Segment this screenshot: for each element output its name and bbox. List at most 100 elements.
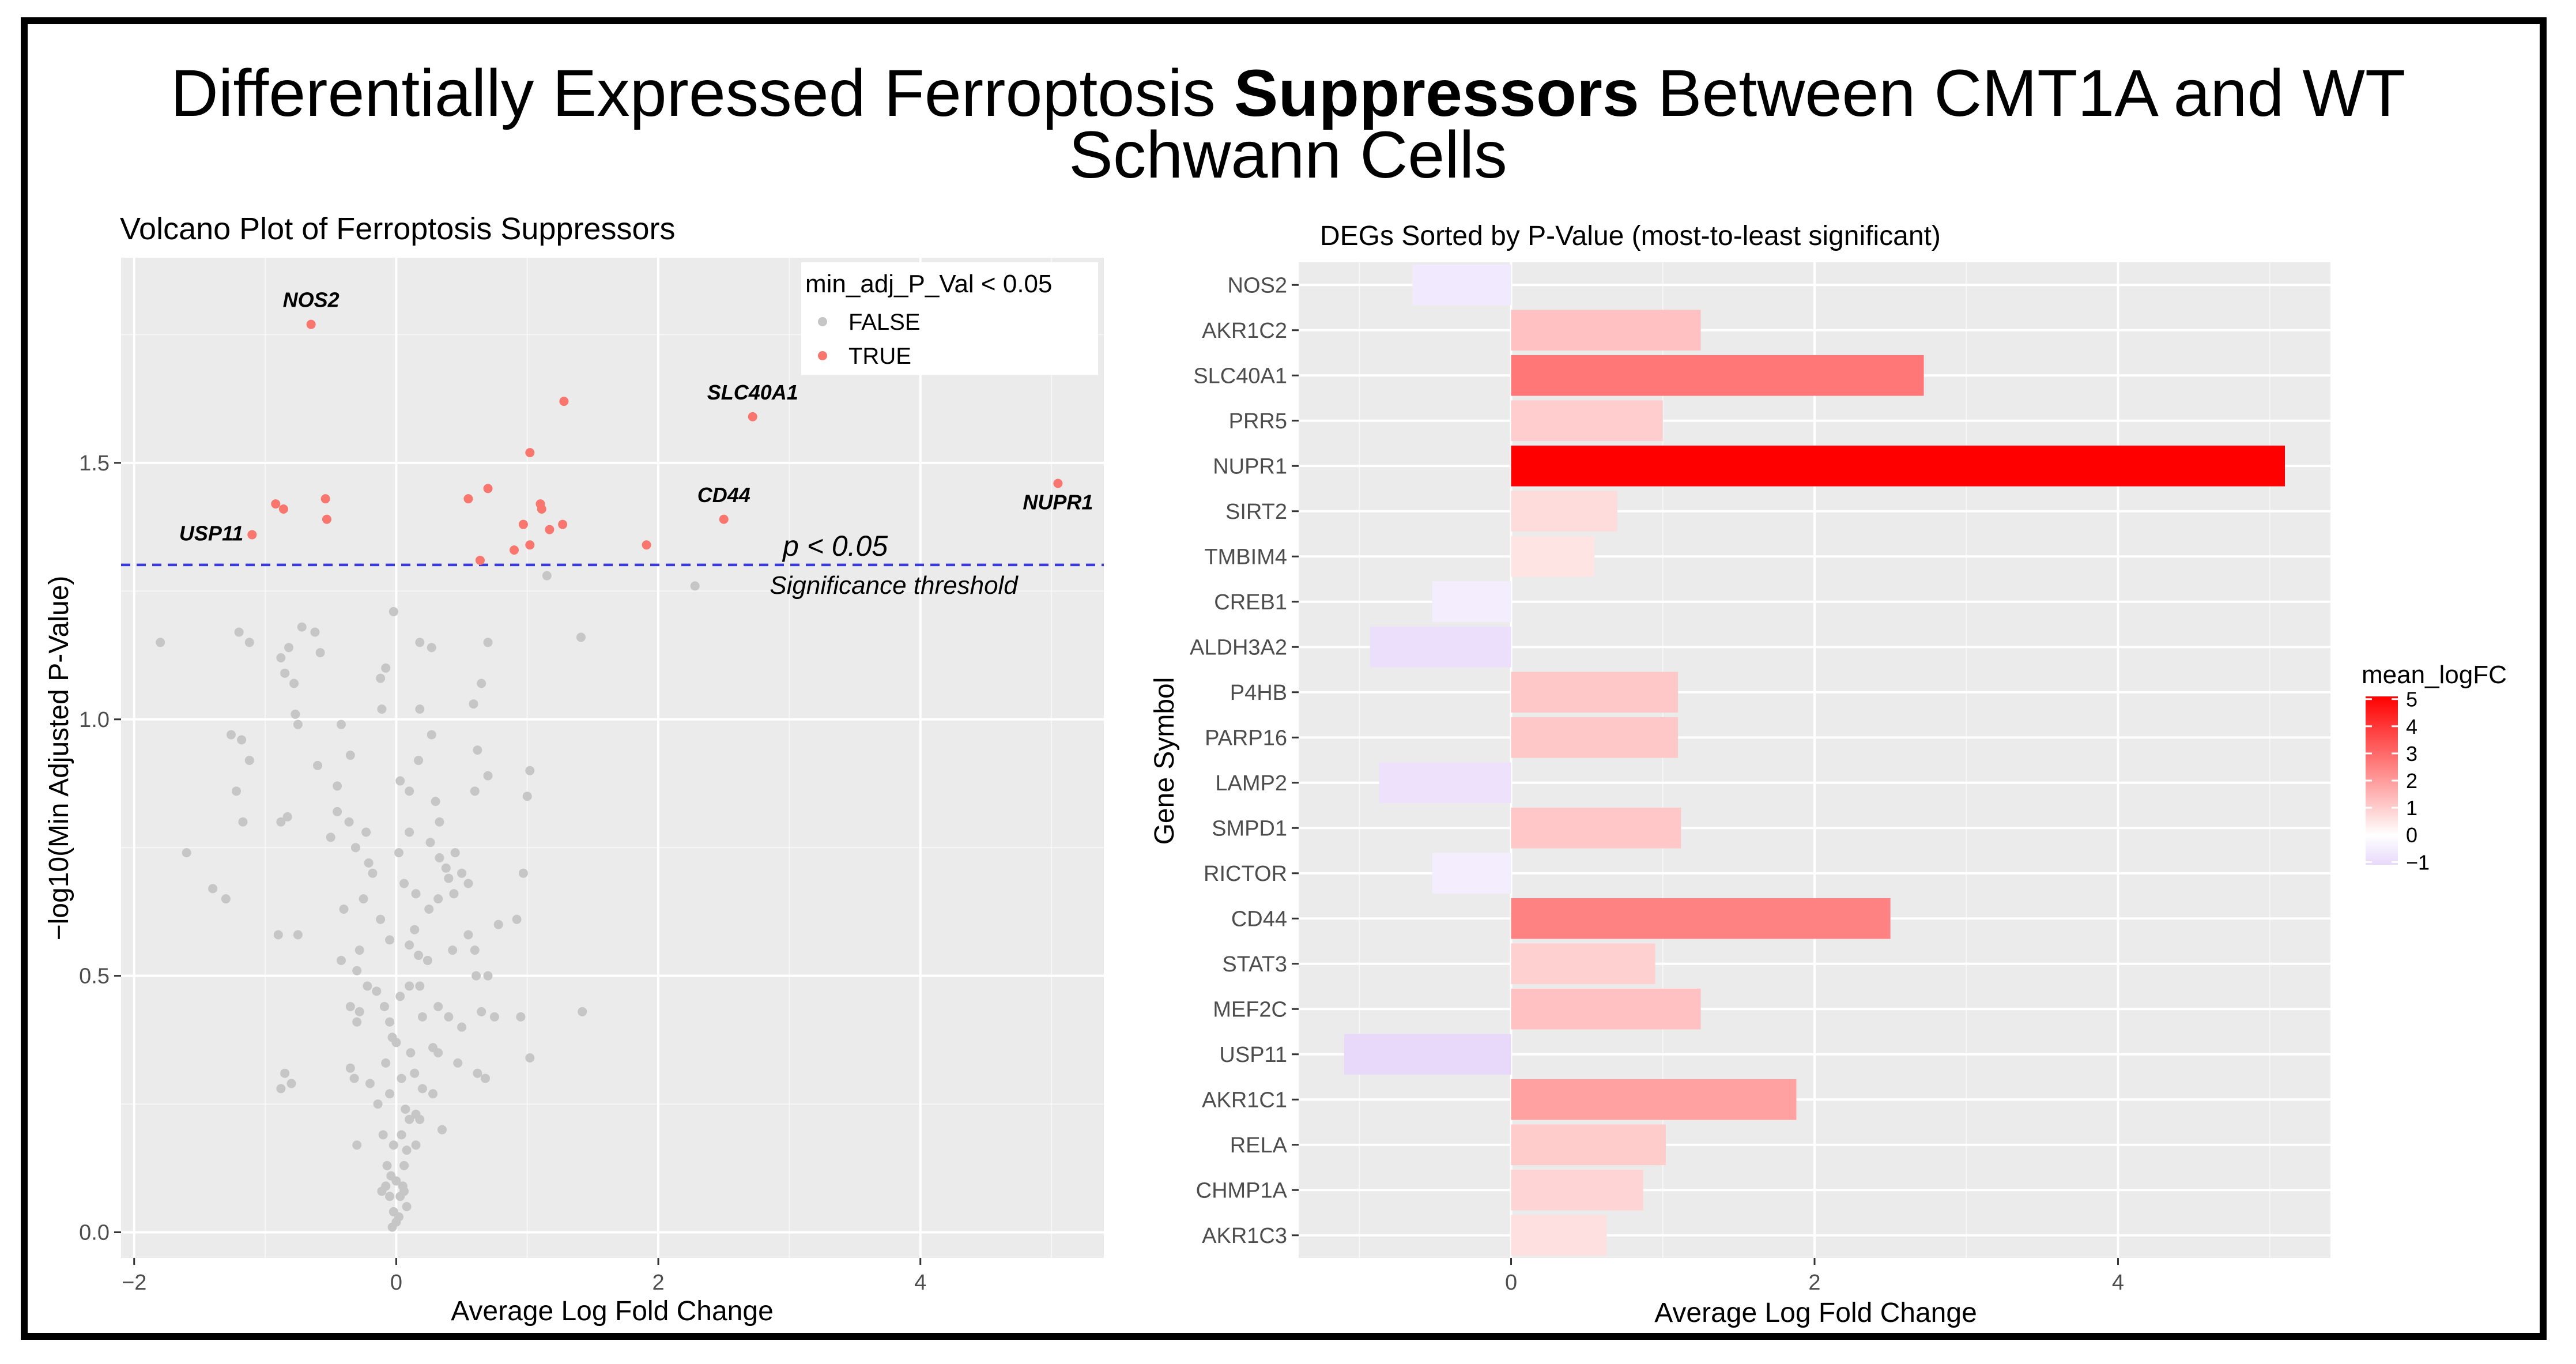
point-nonsignificant	[435, 817, 444, 827]
point-nonsignificant	[352, 966, 362, 975]
point-nonsignificant	[463, 930, 473, 940]
point-nonsignificant	[405, 940, 414, 950]
colorbar-legend: mean_logFC 5 4 3 2 1 0 −1	[2362, 661, 2507, 874]
volcano-y-ticks: 0.0 0.5 1.0 1.5	[79, 451, 121, 1245]
point-nonsignificant	[415, 1114, 425, 1124]
point-nonsignificant	[480, 1073, 490, 1083]
point-nonsignificant	[433, 1002, 443, 1012]
point-nonsignificant	[333, 807, 342, 816]
point-nonsignificant	[405, 981, 414, 991]
point-nonsignificant	[518, 868, 528, 878]
point-nonsignificant	[395, 992, 405, 1001]
category-label: CREB1	[1214, 590, 1287, 615]
colorbar-ticks: 5 4 3 2 1 0 −1	[2366, 688, 2430, 874]
title-part1: Differentially Expressed Ferroptosis	[170, 56, 1234, 130]
category-label: NOS2	[1228, 273, 1287, 297]
legend-label-false: FALSE	[848, 310, 921, 335]
point-nonsignificant	[433, 894, 443, 904]
point-nonsignificant	[431, 797, 440, 807]
point-nonsignificant	[483, 638, 493, 647]
point-nonsignificant	[273, 930, 283, 940]
point-nonsignificant	[389, 1140, 398, 1150]
point-nonsignificant	[352, 1140, 362, 1150]
bar-y-axis-label: Gene Symbol	[1149, 677, 1180, 845]
point-nonsignificant	[415, 638, 425, 647]
category-label: RICTOR	[1204, 862, 1287, 886]
point-significant	[271, 499, 281, 509]
point-nonsignificant	[280, 668, 290, 678]
point-nonsignificant	[522, 792, 532, 801]
point-nonsignificant	[397, 1130, 406, 1140]
bar	[1511, 310, 1701, 351]
colorbar-tick-label: 5	[2406, 688, 2417, 711]
bar-y-ticks: NOS2 AKR1C2 SLC40A1 PRR5 NUPR1 SIRT2 TMBIM4 CRE…	[1190, 273, 1299, 1248]
point-nonsignificant	[469, 699, 478, 709]
point-nonsignificant	[280, 1068, 290, 1078]
point-nonsignificant	[344, 817, 354, 827]
point-nonsignificant	[276, 1084, 286, 1094]
threshold-sublabel: Significance threshold	[770, 571, 1019, 600]
point-significant	[559, 397, 569, 406]
legend-label-true: TRUE	[848, 344, 911, 369]
point-nonsignificant	[433, 1048, 443, 1058]
point-significant	[525, 540, 535, 550]
point-significant	[518, 519, 528, 529]
point-significant	[537, 504, 546, 514]
volcano-points-nonsignificant	[156, 571, 700, 1232]
volcano-title: Volcano Plot of Ferroptosis Suppressors	[120, 212, 675, 246]
point-nonsignificant	[690, 581, 700, 591]
category-label: RELA	[1230, 1133, 1288, 1158]
volcano-panel	[121, 258, 1104, 1258]
point-significant	[719, 514, 729, 524]
category-label: SMPD1	[1212, 816, 1287, 841]
point-nonsignificant	[238, 817, 248, 827]
colorbar-tick-label: 1	[2406, 796, 2417, 820]
x-tick-label: 4	[2112, 1271, 2124, 1295]
volcano-grid-minor	[121, 258, 1104, 1258]
point-nonsignificant	[483, 771, 493, 781]
point-nonsignificant	[410, 925, 420, 935]
point-nonsignificant	[428, 1089, 438, 1099]
point-nonsignificant	[427, 643, 436, 653]
point-significant	[320, 494, 330, 504]
bar	[1511, 988, 1701, 1030]
point-nonsignificant	[382, 1160, 392, 1170]
point-nonsignificant	[237, 735, 247, 745]
colorbar-tick-label: −1	[2406, 850, 2430, 874]
point-nonsignificant	[399, 1160, 409, 1170]
point-nonsignificant	[345, 1063, 355, 1073]
point-nonsignificant	[385, 1089, 395, 1099]
volcano-points-significant: NOS2 SLC40A1 NUPR1 CD44 USP11	[179, 288, 1093, 565]
point-nonsignificant	[376, 914, 386, 924]
point-nonsignificant	[293, 930, 303, 940]
point-nonsignificant	[293, 719, 303, 729]
point-significant	[545, 525, 555, 534]
point-significant	[483, 484, 493, 493]
point-nonsignificant	[493, 920, 503, 929]
bar	[1511, 400, 1663, 442]
bar	[1511, 807, 1681, 849]
bar	[1370, 626, 1511, 668]
point-nonsignificant	[406, 1048, 416, 1058]
point-nonsignificant	[411, 889, 421, 899]
category-label: ALDH3A2	[1190, 635, 1287, 660]
point-nonsignificant	[276, 653, 286, 662]
bar	[1511, 355, 1924, 396]
point-nonsignificant	[483, 971, 493, 981]
title-part2: Between CMT1A and WT	[1639, 56, 2406, 130]
category-label: USP11	[1219, 1043, 1287, 1067]
point-nonsignificant	[387, 1222, 397, 1232]
point-nonsignificant	[415, 704, 425, 714]
point-nonsignificant	[525, 1053, 535, 1062]
point-nonsignificant	[365, 1079, 375, 1088]
point-nonsignificant	[363, 981, 372, 991]
point-significant	[642, 540, 651, 550]
point-significant	[322, 514, 331, 524]
point-nonsignificant	[310, 627, 320, 637]
point-nonsignificant	[282, 812, 292, 822]
legend-key-true	[818, 351, 827, 360]
category-label: TMBIM4	[1204, 545, 1287, 569]
x-tick-label: 2	[652, 1271, 664, 1295]
title-bold-word: Suppressors	[1234, 56, 1639, 130]
x-tick-label: 2	[1808, 1271, 1820, 1295]
